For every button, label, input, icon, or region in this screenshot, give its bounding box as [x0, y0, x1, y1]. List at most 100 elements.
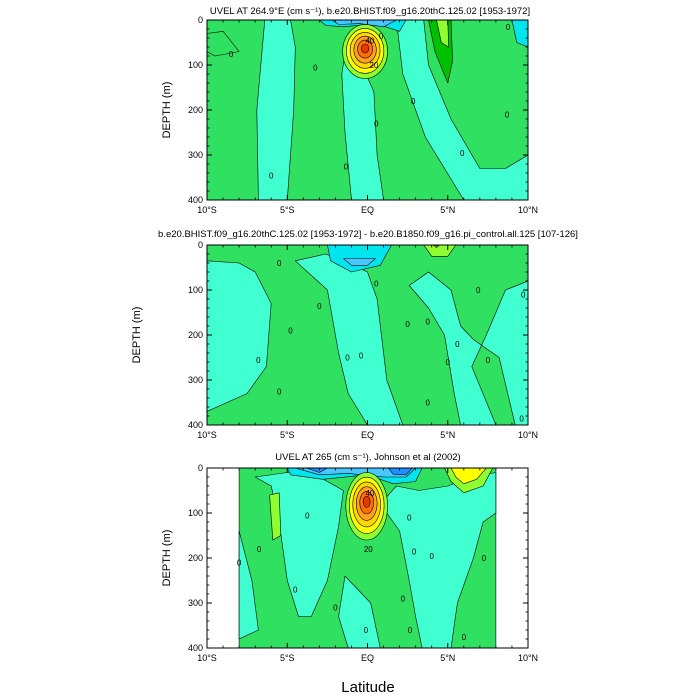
panel-3: UVEL AT 265 (cm s⁻¹), Johnson et al (200… [161, 452, 538, 663]
contour-label: 0 [305, 511, 310, 520]
x-tick-label: 5°S [280, 430, 295, 440]
contour-band-high [450, 468, 487, 485]
contour-label: 0 [460, 149, 465, 158]
contour-label: 40 [365, 489, 374, 498]
contour-band-near_zero [341, 33, 384, 200]
x-tick-label: EQ [361, 653, 374, 663]
contour-band-moderate [269, 492, 282, 541]
contour-band-strong_negative [388, 468, 413, 476]
contour-band-light_positive [207, 30, 240, 57]
x-tick-label: 10°N [518, 430, 538, 440]
contour-label: 0 [407, 514, 412, 523]
contour-label: 0 [482, 554, 487, 563]
panel-1: UVEL AT 264.9°E (cm s⁻¹), b.e20.BHIST.f0… [161, 6, 538, 215]
contour-label: 0 [446, 358, 451, 367]
contour-label: 0 [521, 291, 526, 300]
jet-core-max [361, 43, 370, 54]
contour-label: 0 [256, 356, 261, 365]
contour-label: 0 [411, 97, 416, 106]
x-tick-label: 5°N [440, 430, 455, 440]
panel-3-ylabel: DEPTH (m) [161, 530, 173, 587]
contour-label: 0 [288, 327, 293, 336]
x-tick-label: 10°S [197, 653, 217, 663]
x-tick-label: EQ [361, 430, 374, 440]
x-tick-label: 10°N [518, 653, 538, 663]
x-axis-label: Latitude [341, 679, 394, 696]
panel-2-axes: 10°S 5°S EQ 5°N 10°N 0 100 200 300 400 [188, 240, 538, 440]
contour-label: 0 [344, 162, 349, 171]
x-tick-label: 5°N [440, 205, 455, 215]
contour-band-near_zero [238, 530, 259, 640]
contour-band-near_zero [256, 20, 296, 200]
contour-label: 20 [369, 61, 378, 70]
contour-band-near_zero [408, 271, 528, 425]
contour-band-light_negative [511, 20, 528, 48]
contour-band-near_zero [396, 20, 528, 200]
y-tick-label: 100 [188, 508, 203, 518]
contour-band-near_zero [379, 472, 497, 648]
contour-label: 0 [364, 626, 369, 635]
y-tick-label: 300 [188, 598, 203, 608]
panel-3-field: 40 20 0 0 0 0 0 0 0 0 0 0 0 0 0 [207, 468, 528, 648]
contour-label: 0 [519, 414, 524, 423]
contour-band-near_zero [207, 260, 272, 412]
x-tick-label: 5°S [280, 205, 295, 215]
jet-core-max [362, 495, 371, 508]
contour-label: 0 [408, 626, 413, 635]
panel-2-title: b.e20.BHIST.f09_g16.20thC.125.02 [1953-1… [158, 229, 578, 240]
contour-label: 0 [277, 259, 282, 268]
y-tick-label: 300 [188, 150, 203, 160]
contour-label: 40 [365, 36, 374, 45]
panel-3-title: UVEL AT 265 (cm s⁻¹), Johnson et al (200… [275, 452, 460, 463]
contour-label: 0 [379, 32, 384, 41]
y-tick-label: 0 [198, 463, 203, 473]
contour-label: 0 [229, 50, 234, 59]
y-tick-label: 100 [188, 60, 203, 70]
contour-label: 0 [345, 354, 350, 363]
contour-label: 0 [257, 545, 262, 554]
panel-1-title: UVEL AT 264.9°E (cm s⁻¹), b.e20.BHIST.f0… [210, 6, 530, 17]
x-tick-label: 10°N [518, 205, 538, 215]
contour-band-strong_negative [306, 468, 328, 473]
panel-1-field: 40 0 20 0 0 0 0 0 0 0 0 0 [207, 20, 528, 200]
y-tick-label: 300 [188, 375, 203, 385]
contour-label: 0 [269, 171, 274, 180]
y-tick-label: 200 [188, 105, 203, 115]
x-tick-label: EQ [361, 205, 374, 215]
contour-band-negative [343, 258, 376, 266]
contour-label: 0 [476, 286, 481, 295]
panel-2-ylabel: DEPTH (m) [131, 307, 143, 364]
contour-label: 0 [359, 351, 364, 360]
y-tick-label: 400 [188, 195, 203, 205]
contour-label: 0 [486, 356, 491, 365]
contour-label: 0 [505, 111, 510, 120]
y-tick-label: 100 [188, 285, 203, 295]
contour-label: 0 [237, 559, 242, 568]
x-tick-label: 10°S [197, 430, 217, 440]
y-tick-label: 200 [188, 553, 203, 563]
panel-2: b.e20.BHIST.f09_g16.20thC.125.02 [1953-1… [131, 229, 578, 440]
y-tick-label: 400 [188, 420, 203, 430]
contour-label: 20 [364, 545, 373, 554]
contour-label: 0 [405, 320, 410, 329]
contour-label: 0 [429, 552, 434, 561]
contour-band-moderate [436, 20, 449, 48]
contour-label: 0 [401, 595, 406, 604]
contour-label: 0 [455, 340, 460, 349]
y-tick-label: 0 [198, 240, 203, 250]
contour-band-negative [294, 468, 416, 478]
y-tick-label: 0 [198, 15, 203, 25]
contour-band-near_zero [338, 575, 381, 648]
contour-label: 0 [277, 387, 282, 396]
x-tick-label: 5°N [440, 653, 455, 663]
contour-label: 0 [425, 399, 430, 408]
contour-label: 0 [333, 604, 338, 613]
contour-label: 0 [317, 302, 322, 311]
